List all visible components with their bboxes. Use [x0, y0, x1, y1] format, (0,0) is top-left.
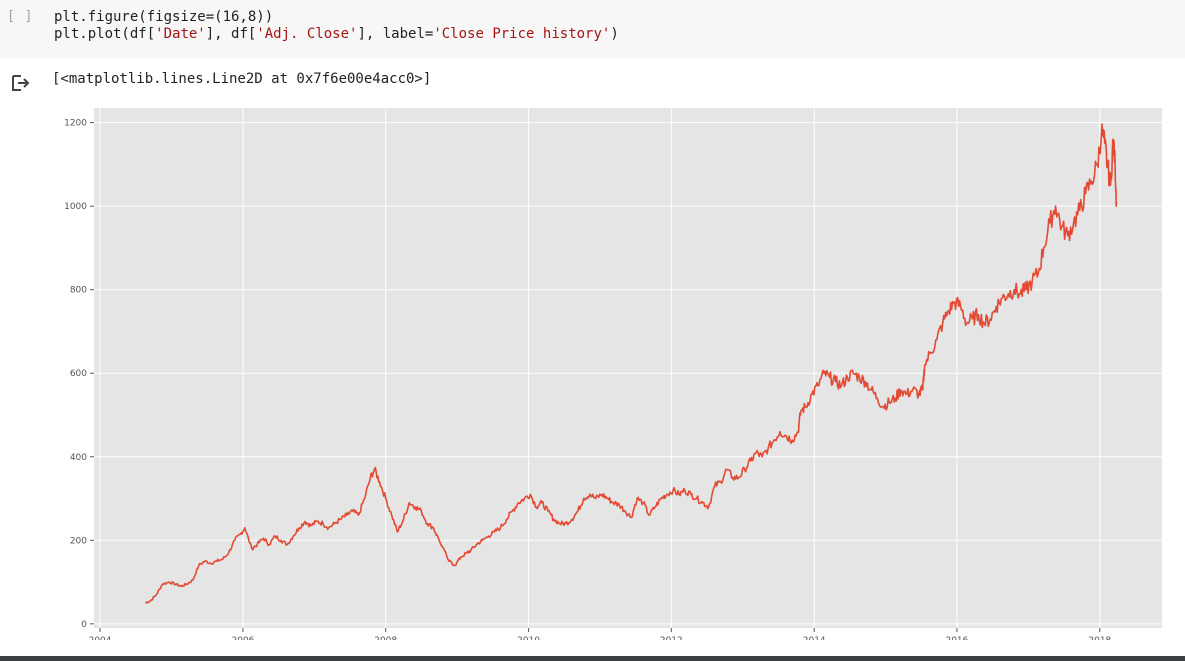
code-cell[interactable]: [ ] plt.figure(figsize=(16,8)) plt.plot(… [0, 0, 1185, 58]
x-tick-label: 2012 [660, 636, 683, 640]
x-tick-label: 2014 [803, 636, 826, 640]
y-tick-label: 800 [70, 286, 87, 296]
x-tick-label: 2010 [517, 636, 540, 640]
window-bottom-border [0, 656, 1185, 661]
cell-run-indicator[interactable]: [ ] [7, 9, 34, 24]
code-line-1: plt.figure(figsize=(16,8)) [54, 9, 274, 25]
x-tick-label: 2008 [374, 636, 397, 640]
plot-area [94, 108, 1162, 628]
code-editor[interactable]: plt.figure(figsize=(16,8)) plt.plot(df['… [54, 9, 619, 43]
y-axis-ticks: 0 200 400 600 800 1000 1200 [64, 119, 94, 630]
x-tick-label: 2016 [945, 636, 968, 640]
series-line-adj-close [144, 123, 1118, 604]
cell-output-text: [<matplotlib.lines.Line2D at 0x7f6e00e4a… [52, 71, 432, 87]
y-tick-label: 0 [81, 620, 87, 630]
y-tick-label: 400 [70, 453, 87, 463]
x-tick-label: 2006 [232, 636, 255, 640]
y-tick-label: 1000 [64, 202, 87, 212]
y-tick-label: 200 [70, 536, 87, 546]
y-tick-label: 1200 [64, 119, 87, 129]
code-line-2: plt.plot(df['Date'], df['Adj. Close'], l… [54, 26, 619, 42]
x-tick-label: 2018 [1088, 636, 1111, 640]
y-tick-label: 600 [70, 369, 87, 379]
output-arrow-icon[interactable] [11, 74, 31, 92]
grid-lines [94, 108, 1162, 628]
